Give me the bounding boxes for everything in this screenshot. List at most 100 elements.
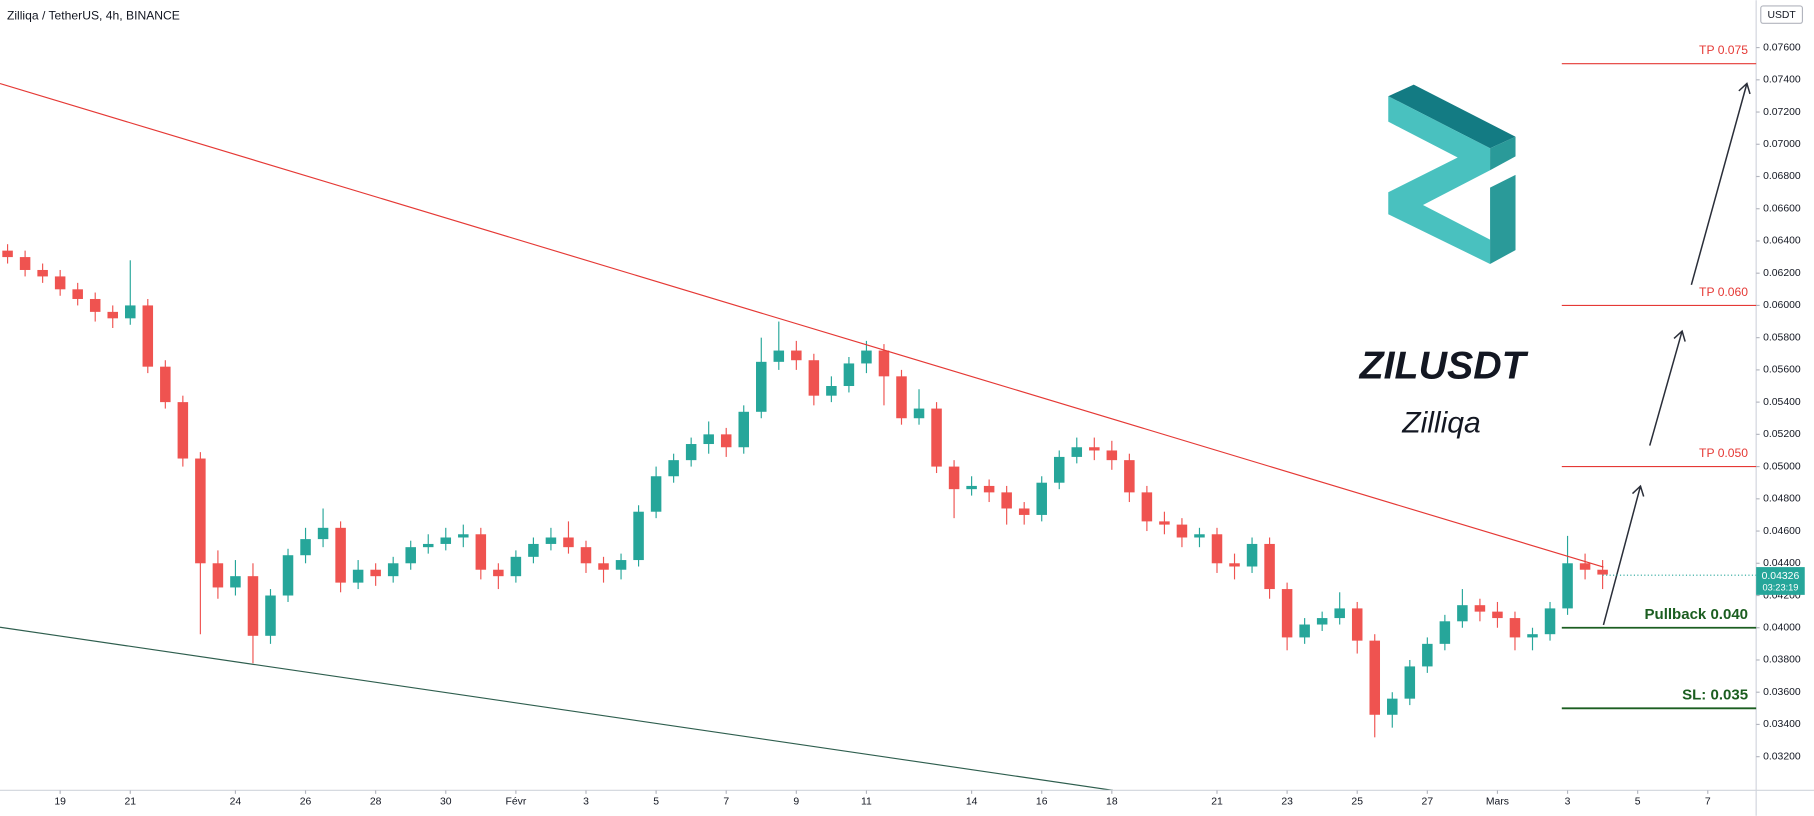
- y-tick-label: 0.06800: [1763, 171, 1801, 182]
- candle-body: [387, 563, 399, 577]
- x-tick-label: 7: [1705, 797, 1711, 808]
- x-tick-label: Mars: [1486, 797, 1509, 808]
- x-tick-label: 26: [300, 797, 312, 808]
- x-tick-label: 28: [370, 797, 382, 808]
- x-tick-label: 3: [1565, 797, 1571, 808]
- candle-body: [1404, 666, 1416, 699]
- candle-body: [335, 527, 346, 583]
- x-tick-label: Févr: [505, 797, 526, 808]
- candle-body: [1369, 640, 1381, 715]
- y-tick-label: 0.03400: [1763, 719, 1801, 730]
- candle-body: [563, 537, 574, 548]
- candle-body: [405, 547, 416, 564]
- candle-body: [826, 386, 837, 396]
- candle-body: [440, 537, 452, 544]
- y-tick-label: 0.06200: [1763, 268, 1801, 279]
- candle-body: [107, 311, 118, 319]
- candle-body: [861, 350, 872, 364]
- candle-body: [1089, 447, 1100, 451]
- x-tick-label: 16: [1036, 797, 1048, 808]
- candle-body: [791, 350, 802, 361]
- y-tick-label: 0.05000: [1763, 461, 1801, 472]
- candle-body: [738, 411, 750, 448]
- candle-body: [475, 534, 487, 570]
- candle-body: [458, 534, 469, 538]
- candle-body: [160, 366, 171, 403]
- logo-face: [1388, 84, 1516, 149]
- arrow: [1602, 484, 1645, 626]
- x-tick-label: 23: [1281, 797, 1293, 808]
- candle-body: [1246, 543, 1258, 567]
- candle-body: [1509, 618, 1521, 638]
- candle-body: [668, 460, 679, 477]
- candle-body: [422, 543, 434, 548]
- candle-body: [1579, 563, 1591, 570]
- y-tick-label: 0.03200: [1763, 751, 1801, 762]
- candle-body: [1194, 534, 1205, 538]
- candle-body: [125, 305, 136, 319]
- candle-body: [72, 289, 83, 299]
- candle-body: [2, 250, 13, 258]
- candle-body: [1334, 608, 1345, 619]
- candle-body: [493, 569, 504, 577]
- candle-body: [1036, 482, 1047, 515]
- candle-body: [195, 458, 206, 564]
- candle-body: [1001, 492, 1012, 509]
- candle-body: [300, 539, 311, 556]
- candle-body: [685, 444, 697, 461]
- candle-body: [615, 560, 627, 570]
- candle-body: [983, 485, 995, 493]
- candle-body: [633, 511, 644, 561]
- y-tick-label: 0.06400: [1763, 236, 1801, 247]
- logo: [1388, 84, 1516, 264]
- candle-body: [913, 408, 925, 419]
- candle-body: [1018, 508, 1030, 515]
- candle-body: [1562, 563, 1573, 609]
- logo-face: [1490, 136, 1516, 171]
- candle-body: [878, 350, 890, 377]
- x-tick-label: 27: [1422, 797, 1434, 808]
- axes: 0.03200 0.03400 0.03600 0.03800 0.04000 0.042…: [54, 42, 1805, 808]
- y-tick-label: 0.05800: [1763, 332, 1801, 343]
- x-tick-label: 18: [1106, 797, 1118, 808]
- x-tick-label: 5: [1635, 797, 1641, 808]
- candle-body: [89, 298, 101, 312]
- y-tick-label: 0.06600: [1763, 203, 1801, 214]
- currency-box: [1760, 5, 1804, 24]
- y-tick-label: 0.04200: [1763, 590, 1801, 601]
- candle-body: [37, 269, 48, 277]
- y-tick-label: 0.04600: [1763, 526, 1801, 537]
- candle-body: [948, 466, 960, 490]
- candle-body: [1457, 605, 1468, 622]
- candle-body: [1387, 698, 1398, 715]
- candle-body: [1316, 618, 1328, 625]
- level-label: TP 0.060: [1699, 285, 1748, 299]
- candle-body: [580, 547, 592, 564]
- candle-body: [54, 276, 66, 290]
- support-trendline: [0, 626, 1114, 791]
- logo-face: [1388, 96, 1491, 264]
- candle-body: [808, 360, 820, 396]
- candle-body: [212, 563, 224, 588]
- x-tick-label: 14: [966, 797, 978, 808]
- candle-body: [966, 485, 977, 490]
- x-tick-label: 30: [440, 797, 452, 808]
- candle-body: [1281, 589, 1293, 638]
- candle-body: [317, 527, 329, 540]
- chart-title: Zilliqa / TetherUS, 4h, BINANCE: [7, 9, 180, 23]
- candle-body: [1351, 608, 1363, 641]
- candle-body: [1474, 605, 1486, 612]
- x-tick-label: 9: [793, 797, 799, 808]
- candle-body: [598, 563, 609, 570]
- x-tick-label: 24: [230, 797, 242, 808]
- candle-body: [1264, 543, 1275, 590]
- candle-body: [1124, 460, 1135, 493]
- candle-body: [1492, 611, 1503, 619]
- countdown-label: 03:23:19: [1762, 582, 1798, 592]
- arrow: [1690, 82, 1751, 285]
- y-tick-label: 0.05400: [1763, 397, 1801, 408]
- candle-body: [1106, 450, 1118, 461]
